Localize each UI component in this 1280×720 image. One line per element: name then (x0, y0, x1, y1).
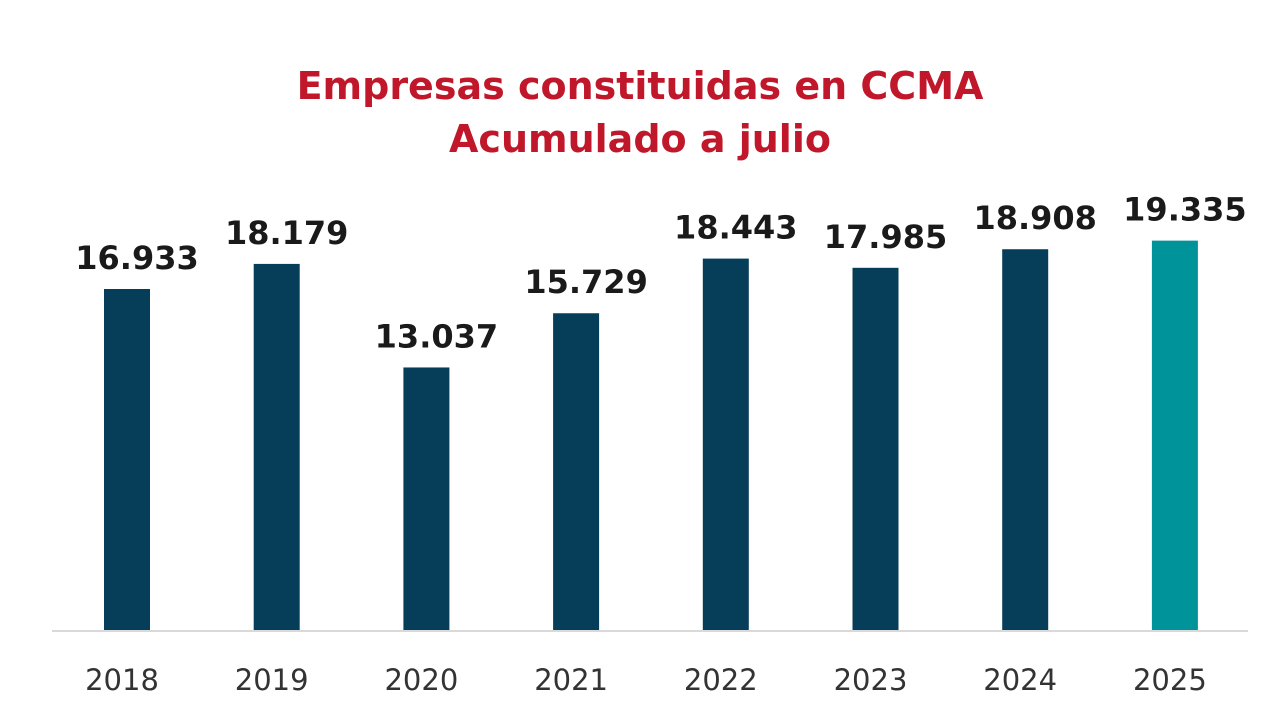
value-label-2023: 17.985 (824, 218, 947, 256)
chart-title: Empresas constituidas en CCMA (296, 64, 984, 108)
x-tick-label-2020: 2020 (384, 663, 458, 697)
value-label-2019: 18.179 (225, 214, 348, 252)
x-tick-label-2022: 2022 (684, 663, 758, 697)
bar-2019 (253, 263, 300, 630)
value-label-2025: 19.335 (1123, 191, 1246, 229)
value-label-2018: 16.933 (75, 239, 198, 277)
bar-2021 (553, 313, 600, 630)
bar-2023 (852, 267, 899, 630)
x-tick-label-2018: 2018 (85, 663, 159, 697)
value-label-2024: 18.908 (973, 199, 1096, 237)
x-tick-label-2023: 2023 (834, 663, 908, 697)
value-label-2020: 13.037 (375, 317, 498, 355)
value-label-2022: 18.443 (674, 209, 797, 247)
bar-2022 (702, 258, 749, 630)
chart-subtitle: Acumulado a julio (449, 117, 831, 161)
bar-2024 (1002, 249, 1049, 631)
bar-2020 (403, 367, 450, 630)
x-tick-label-2021: 2021 (534, 663, 608, 697)
x-tick-label-2019: 2019 (235, 663, 309, 697)
value-label-2021: 15.729 (524, 263, 647, 301)
x-tick-label-2024: 2024 (983, 663, 1057, 697)
x-tick-label-2025: 2025 (1133, 663, 1207, 697)
bar-2025 (1151, 240, 1198, 631)
bar-2018 (104, 289, 150, 630)
